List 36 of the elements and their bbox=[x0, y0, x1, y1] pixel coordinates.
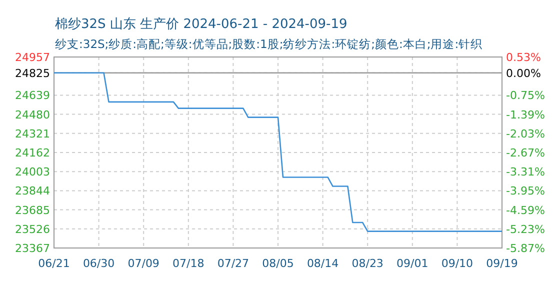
x-tick-label: 09/19 bbox=[486, 257, 518, 270]
y2-tick-label: 0.00% bbox=[506, 66, 541, 80]
y2-tick-label: -5.23% bbox=[506, 222, 545, 236]
y-tick-label: 24480 bbox=[15, 108, 50, 122]
x-tick-label: 09/10 bbox=[441, 257, 474, 270]
x-tick-label: 07/18 bbox=[172, 257, 204, 270]
y-tick-label: 23685 bbox=[15, 204, 50, 217]
x-tick-label: 08/14 bbox=[306, 257, 339, 270]
y2-tick-label: -0.75% bbox=[506, 89, 545, 102]
y2-tick-label: -1.39% bbox=[506, 108, 545, 122]
y-tick-label: 23844 bbox=[15, 184, 50, 198]
y2-tick-label: -2.67% bbox=[506, 146, 545, 160]
y2-tick-label: -3.31% bbox=[506, 166, 545, 179]
y-tick-label: 24957 bbox=[15, 51, 50, 64]
x-tick-label: 08/05 bbox=[262, 257, 294, 270]
x-tick-label: 09/01 bbox=[396, 257, 428, 270]
x-tick-label: 07/09 bbox=[128, 257, 160, 270]
y2-tick-label: -3.95% bbox=[506, 184, 545, 198]
y-tick-label: 23367 bbox=[15, 242, 50, 255]
y-tick-label: 24639 bbox=[15, 89, 50, 102]
y2-tick-label: -4.59% bbox=[506, 204, 545, 217]
y-tick-label: 24003 bbox=[15, 166, 50, 179]
x-tick-label: 07/27 bbox=[217, 257, 250, 270]
chart-subtitle: 纱支:32S;纱质:高配;等级:优等品;股数:1股;纺纱方法:环锭纺;颜色:本白;用途:针织 bbox=[55, 37, 483, 51]
chart-title: 棉纱32S 山东 生产价 2024-06-21 - 2024-09-19 bbox=[55, 17, 348, 32]
y-tick-label: 23526 bbox=[15, 222, 50, 236]
y2-tick-label: -2.03% bbox=[506, 127, 545, 140]
y2-tick-label: 0.53% bbox=[506, 51, 541, 64]
y-tick-label: 24162 bbox=[15, 146, 50, 160]
x-tick-label: 08/23 bbox=[352, 257, 384, 270]
x-tick-label: 06/21 bbox=[38, 257, 70, 270]
y2-tick-label: -5.87% bbox=[506, 242, 545, 255]
y-tick-label: 24321 bbox=[15, 127, 50, 140]
y-tick-label: 24825 bbox=[15, 66, 50, 80]
x-tick-label: 06/30 bbox=[82, 257, 115, 270]
line-series bbox=[53, 72, 503, 232]
